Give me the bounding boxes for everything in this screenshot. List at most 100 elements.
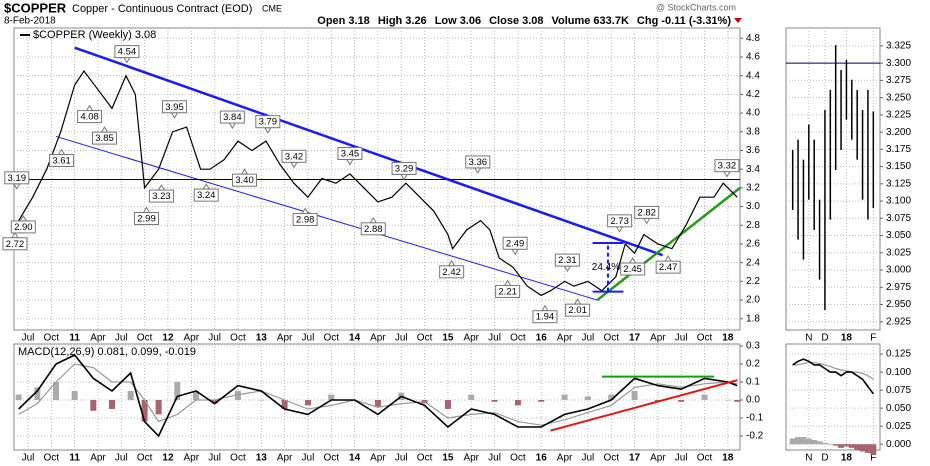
- y-tick-label: 2.6: [746, 239, 760, 250]
- histogram-bar: [258, 399, 265, 401]
- x-tick-label: Oct: [697, 333, 713, 344]
- annotation-box: [255, 115, 281, 129]
- y-tick-label: 4.0: [746, 108, 760, 119]
- x-tick-label: Apr: [277, 453, 293, 464]
- x-tick-label: D: [821, 333, 828, 344]
- histogram-bar: [15, 394, 22, 400]
- x-tick-label: Apr: [184, 333, 200, 344]
- annotation-box: [565, 303, 591, 317]
- indicator-title: MACD(12,26,9) 0.081, 0.099, -0.019: [18, 346, 196, 358]
- y-tick-label: 3.125: [886, 178, 911, 189]
- quote: Open 3.18 High 3.26 Low 3.06 Close 3.08 Volume 63…: [317, 15, 731, 27]
- x-tick-label: Apr: [90, 453, 106, 464]
- x-tick-label: 14: [349, 453, 361, 464]
- annotation-label: 3.79: [259, 117, 278, 128]
- x-tick-label: Jul: [488, 333, 501, 344]
- y-tick-label: 3.000: [886, 265, 911, 276]
- annotation-label: 3.19: [8, 173, 27, 184]
- histogram-bar: [848, 444, 855, 448]
- annotation-box: [554, 253, 580, 267]
- x-tick-label: 18: [722, 333, 734, 344]
- histogram-bar: [724, 399, 731, 401]
- y-tick-label: -0.1: [746, 413, 764, 424]
- quote-value: 3.06: [460, 15, 481, 27]
- annotation-box: [655, 260, 681, 274]
- annotation-box: [10, 220, 36, 234]
- x-tick-label: 16: [536, 333, 548, 344]
- x-tick-label: Oct: [510, 453, 526, 464]
- x-tick-label: Jul: [115, 333, 128, 344]
- annotation-box: [134, 212, 160, 226]
- y-tick-label: -0.2: [746, 431, 764, 442]
- histogram-bar: [821, 442, 828, 445]
- y-tick-label: 3.175: [886, 144, 911, 155]
- y-tick-label: 0.050: [886, 403, 911, 414]
- x-tick-label: Jul: [208, 453, 221, 464]
- x-tick-label: F: [870, 453, 876, 464]
- x-tick-label: Apr: [90, 333, 106, 344]
- x-tick-label: 11: [69, 453, 80, 464]
- quote-value: -0.11 (-3.31%): [661, 15, 731, 27]
- x-tick-label: 18: [841, 333, 853, 344]
- annotation-box: [2, 237, 28, 251]
- histogram-bar: [108, 399, 115, 409]
- histogram-bar: [800, 437, 807, 445]
- histogram-bar: [90, 399, 97, 411]
- histogram-bar: [832, 444, 839, 446]
- x-tick-label: 17: [629, 333, 641, 344]
- quote-value: 3.26: [405, 15, 426, 27]
- y-tick-label: 0.3: [746, 341, 760, 352]
- annotation-label: 2.90: [14, 222, 33, 233]
- histogram-bar: [444, 399, 451, 409]
- annotation-box: [4, 171, 30, 185]
- legend-label: $COPPER (Weekly) 3.08: [33, 29, 156, 41]
- histogram-bar: [870, 444, 877, 456]
- trendline: [596, 186, 741, 302]
- x-tick-label: 15: [442, 333, 454, 344]
- x-tick-label: Apr: [557, 333, 573, 344]
- y-tick-label: 3.4: [746, 164, 760, 175]
- histogram-bar: [859, 444, 866, 452]
- annotation-label: 2.98: [296, 214, 315, 225]
- annotation-label: 3.32: [718, 161, 737, 172]
- y-tick-label: 0.100: [886, 367, 911, 378]
- histogram-bar: [234, 390, 241, 400]
- histogram-bar: [52, 381, 59, 400]
- annotation-box: [502, 236, 528, 250]
- instrument-name: Copper - Continuous Contract (EOD): [72, 3, 252, 15]
- y-tick-label: 1.8: [746, 313, 760, 324]
- histogram-bar: [141, 399, 148, 422]
- annotation-box: [620, 262, 646, 276]
- x-tick-label: 16: [536, 453, 548, 464]
- x-tick-label: Oct: [603, 453, 619, 464]
- y-tick-label: 3.225: [886, 110, 911, 121]
- trendline: [74, 46, 663, 257]
- histogram-bar: [789, 438, 796, 445]
- annotation-label: 2.73: [610, 216, 629, 227]
- annotation-label: 3.36: [469, 157, 488, 168]
- annotation-label: 2.01: [568, 305, 587, 316]
- y-tick-label: 0.2: [746, 359, 760, 370]
- x-tick-label: 17: [629, 453, 641, 464]
- annotation-box: [607, 214, 633, 228]
- panel: [785, 27, 881, 331]
- annotation-label: 3.84: [223, 112, 242, 123]
- histogram-bar: [561, 394, 568, 400]
- y-tick-label: 4.4: [746, 70, 760, 81]
- annotation-box: [465, 155, 491, 169]
- annotation-box: [77, 110, 103, 124]
- annotation-box: [281, 149, 307, 163]
- annotation-label: 2.82: [637, 207, 656, 218]
- x-tick-label: Jul: [208, 333, 221, 344]
- y-tick-label: 0.125: [886, 349, 911, 360]
- x-tick-label: Jul: [395, 453, 408, 464]
- y-tick-label: 3.100: [886, 196, 911, 207]
- y-tick-label: 0.025: [886, 421, 911, 432]
- histogram-bar: [514, 399, 521, 406]
- histogram-bar: [34, 387, 41, 400]
- annotation-label: 3.29: [395, 163, 414, 174]
- x-tick-label: Oct: [417, 453, 433, 464]
- x-tick-label: Apr: [557, 453, 573, 464]
- histogram-bar: [71, 390, 78, 400]
